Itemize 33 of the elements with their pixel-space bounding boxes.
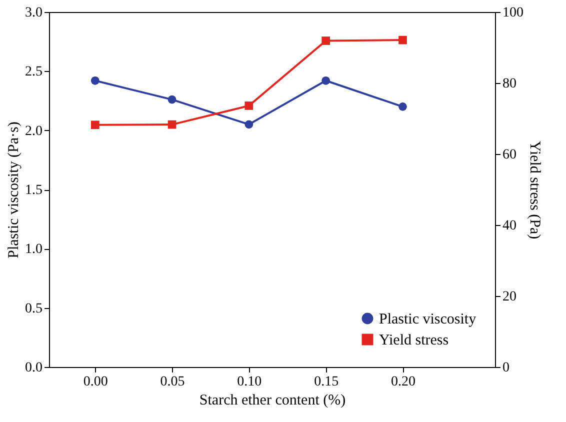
point xyxy=(244,102,254,110)
point xyxy=(322,76,330,85)
point xyxy=(398,36,407,44)
point xyxy=(90,76,100,85)
x-tick-label: 0.15 xyxy=(314,374,339,390)
legend-label: Plastic viscosity xyxy=(379,312,477,328)
x-axis-title: Starch ether content (%) xyxy=(199,392,346,408)
y2-tick-label: 100 xyxy=(502,6,524,20)
y-tick-label: 2.0 xyxy=(25,124,42,139)
y2-tick-label: 60 xyxy=(502,148,516,162)
y-axis-title: Plastic viscosity (Pa·s) xyxy=(6,122,22,258)
y2-tick-label: 0 xyxy=(502,360,510,376)
y2-tick-label: 80 xyxy=(502,76,516,92)
point xyxy=(168,120,176,129)
x-tick-label: 0.05 xyxy=(160,374,185,390)
point xyxy=(168,95,176,104)
y2-tick-label: 20 xyxy=(502,290,516,304)
point xyxy=(322,36,330,45)
y-tick-label: 2.5 xyxy=(25,64,42,80)
y2-axis-title: Yield stress (Pa) xyxy=(526,140,542,240)
x-tick-label: 0.10 xyxy=(237,374,262,390)
x-tick-label: 0.20 xyxy=(390,374,416,390)
y-tick-label: 3.0 xyxy=(25,6,42,20)
point xyxy=(398,102,407,111)
y-tick-label: 0.0 xyxy=(25,360,42,376)
x-tick-label: 0.00 xyxy=(83,374,108,390)
y-tick-label: 1.0 xyxy=(25,242,42,258)
y-tick-label: 1.5 xyxy=(25,183,42,198)
point xyxy=(244,120,254,129)
legend-label: Yield stress xyxy=(379,332,449,348)
point xyxy=(90,120,100,130)
y2-tick-label: 40 xyxy=(502,218,516,234)
y-tick-label: 0.5 xyxy=(25,301,42,316)
